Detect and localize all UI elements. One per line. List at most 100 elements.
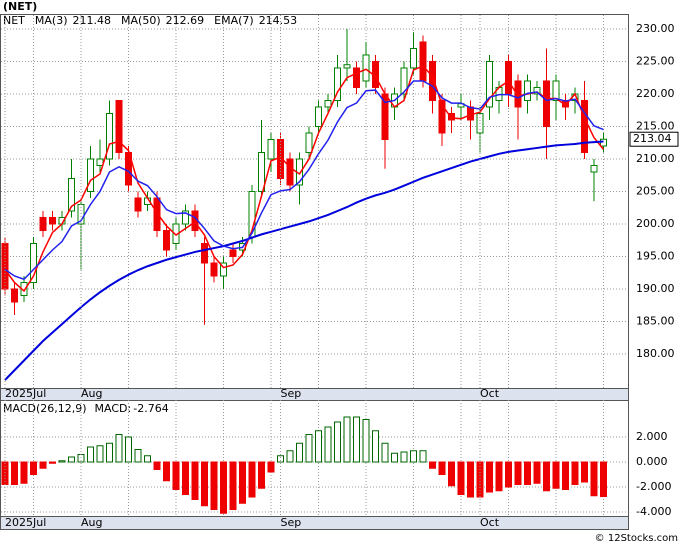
legend-name: MA(50)	[121, 14, 161, 27]
macd-bar	[315, 430, 322, 463]
candle-body	[590, 164, 598, 173]
macd-bar	[277, 455, 284, 463]
x-tick-label: Oct	[480, 516, 500, 529]
chart-title: (NET)	[3, 0, 37, 13]
macd-bar	[600, 461, 607, 498]
macd-bar	[20, 461, 28, 484]
candle-body	[343, 64, 351, 69]
y-tick-label: 200.00	[636, 217, 675, 230]
macd-bar	[581, 461, 588, 483]
credit: © 12Stocks.com	[595, 533, 678, 544]
macd-value: -2.764	[133, 402, 168, 415]
macd-bar	[125, 436, 132, 463]
y-tick-label: 2.000	[636, 430, 668, 443]
macd-bar	[30, 461, 37, 475]
candle-body	[201, 242, 208, 264]
candle-body	[353, 67, 360, 88]
candle-body	[315, 106, 322, 127]
candle-body	[87, 158, 94, 192]
candle-body	[96, 158, 104, 166]
macd-bar	[220, 461, 227, 514]
x-tick-label: Aug	[81, 387, 102, 400]
macd-bar	[505, 461, 512, 488]
candle-body	[514, 80, 522, 108]
macd-bar	[514, 461, 522, 485]
legend-value: 211.48	[73, 14, 112, 27]
y-tick-label: 0.000	[636, 455, 668, 468]
macd-bar	[201, 461, 208, 507]
legend-name: MA(3)	[35, 14, 68, 27]
candle-body	[163, 229, 170, 251]
candle-body	[258, 151, 265, 192]
x-tick-label: Sep	[281, 387, 302, 400]
legend-value: 212.69	[166, 14, 205, 27]
macd-bar	[258, 461, 265, 489]
y-tick-label: 220.00	[636, 87, 675, 100]
macd-bar	[353, 416, 360, 463]
y-tick-label: 180.00	[636, 347, 675, 360]
candle-body	[334, 67, 341, 101]
macd-bar	[229, 461, 237, 510]
macd-bar	[429, 461, 436, 469]
macd-bar	[343, 416, 351, 463]
candle-body	[220, 262, 227, 277]
last-price: 213.04	[633, 132, 672, 145]
candle-body	[486, 60, 493, 108]
macd-bar	[324, 426, 332, 463]
x-tick-label: Aug	[81, 516, 102, 529]
x-tick-label: Sep	[281, 516, 302, 529]
candle-body	[429, 60, 436, 101]
macd-bar	[467, 461, 474, 498]
candle-body	[286, 158, 294, 186]
y-tick-label: 205.00	[636, 184, 675, 197]
macd-bar	[11, 461, 18, 485]
macd-bar	[191, 461, 199, 500]
macd-bar	[182, 461, 189, 495]
last-price-box	[629, 131, 679, 147]
macd-bar	[391, 452, 398, 463]
y-tick-label: 195.00	[636, 249, 675, 262]
candle-body	[210, 262, 218, 277]
macd-bar	[144, 455, 151, 463]
y-tick-label: 210.00	[636, 152, 675, 165]
macd-bar	[543, 461, 550, 492]
macd-bar	[476, 461, 484, 498]
candle-body	[11, 288, 18, 303]
candle-body	[324, 99, 332, 108]
candle-body	[362, 54, 370, 82]
macd-bar	[305, 434, 313, 463]
macd-bar	[438, 461, 446, 475]
macd-bar	[248, 461, 256, 498]
macd-bar	[106, 442, 113, 463]
candle-body	[400, 67, 408, 95]
macd-bar	[372, 430, 379, 463]
y-tick-label: 190.00	[636, 282, 675, 295]
candle-body	[438, 99, 446, 134]
macd-bar	[362, 419, 370, 463]
candle-body	[229, 249, 237, 257]
candle-body	[581, 99, 588, 153]
macd-bar	[590, 461, 598, 497]
macd-bar	[334, 421, 341, 463]
candle-body	[49, 216, 56, 225]
macd-title: MACD(26,12,9)	[3, 402, 87, 415]
candle-body	[552, 80, 560, 101]
x-tick-label: 2025Jul	[5, 516, 46, 529]
macd-bar	[267, 461, 275, 473]
macd-bar	[571, 461, 579, 485]
candle-body	[419, 41, 427, 82]
y-tick-label: -2.000	[636, 480, 671, 493]
macd-bar	[153, 461, 161, 470]
legend-ticker: NET	[3, 14, 25, 27]
macd-bar	[286, 450, 294, 463]
macd-bar	[296, 442, 303, 463]
y-tick-label: 215.00	[636, 119, 675, 132]
candle-body	[448, 112, 455, 121]
macd-bar	[524, 461, 531, 485]
date-strip	[0, 516, 629, 530]
macd-bar	[419, 450, 427, 463]
macd-bar	[210, 461, 218, 510]
macd-bar	[552, 461, 560, 489]
candle-body	[305, 132, 313, 153]
